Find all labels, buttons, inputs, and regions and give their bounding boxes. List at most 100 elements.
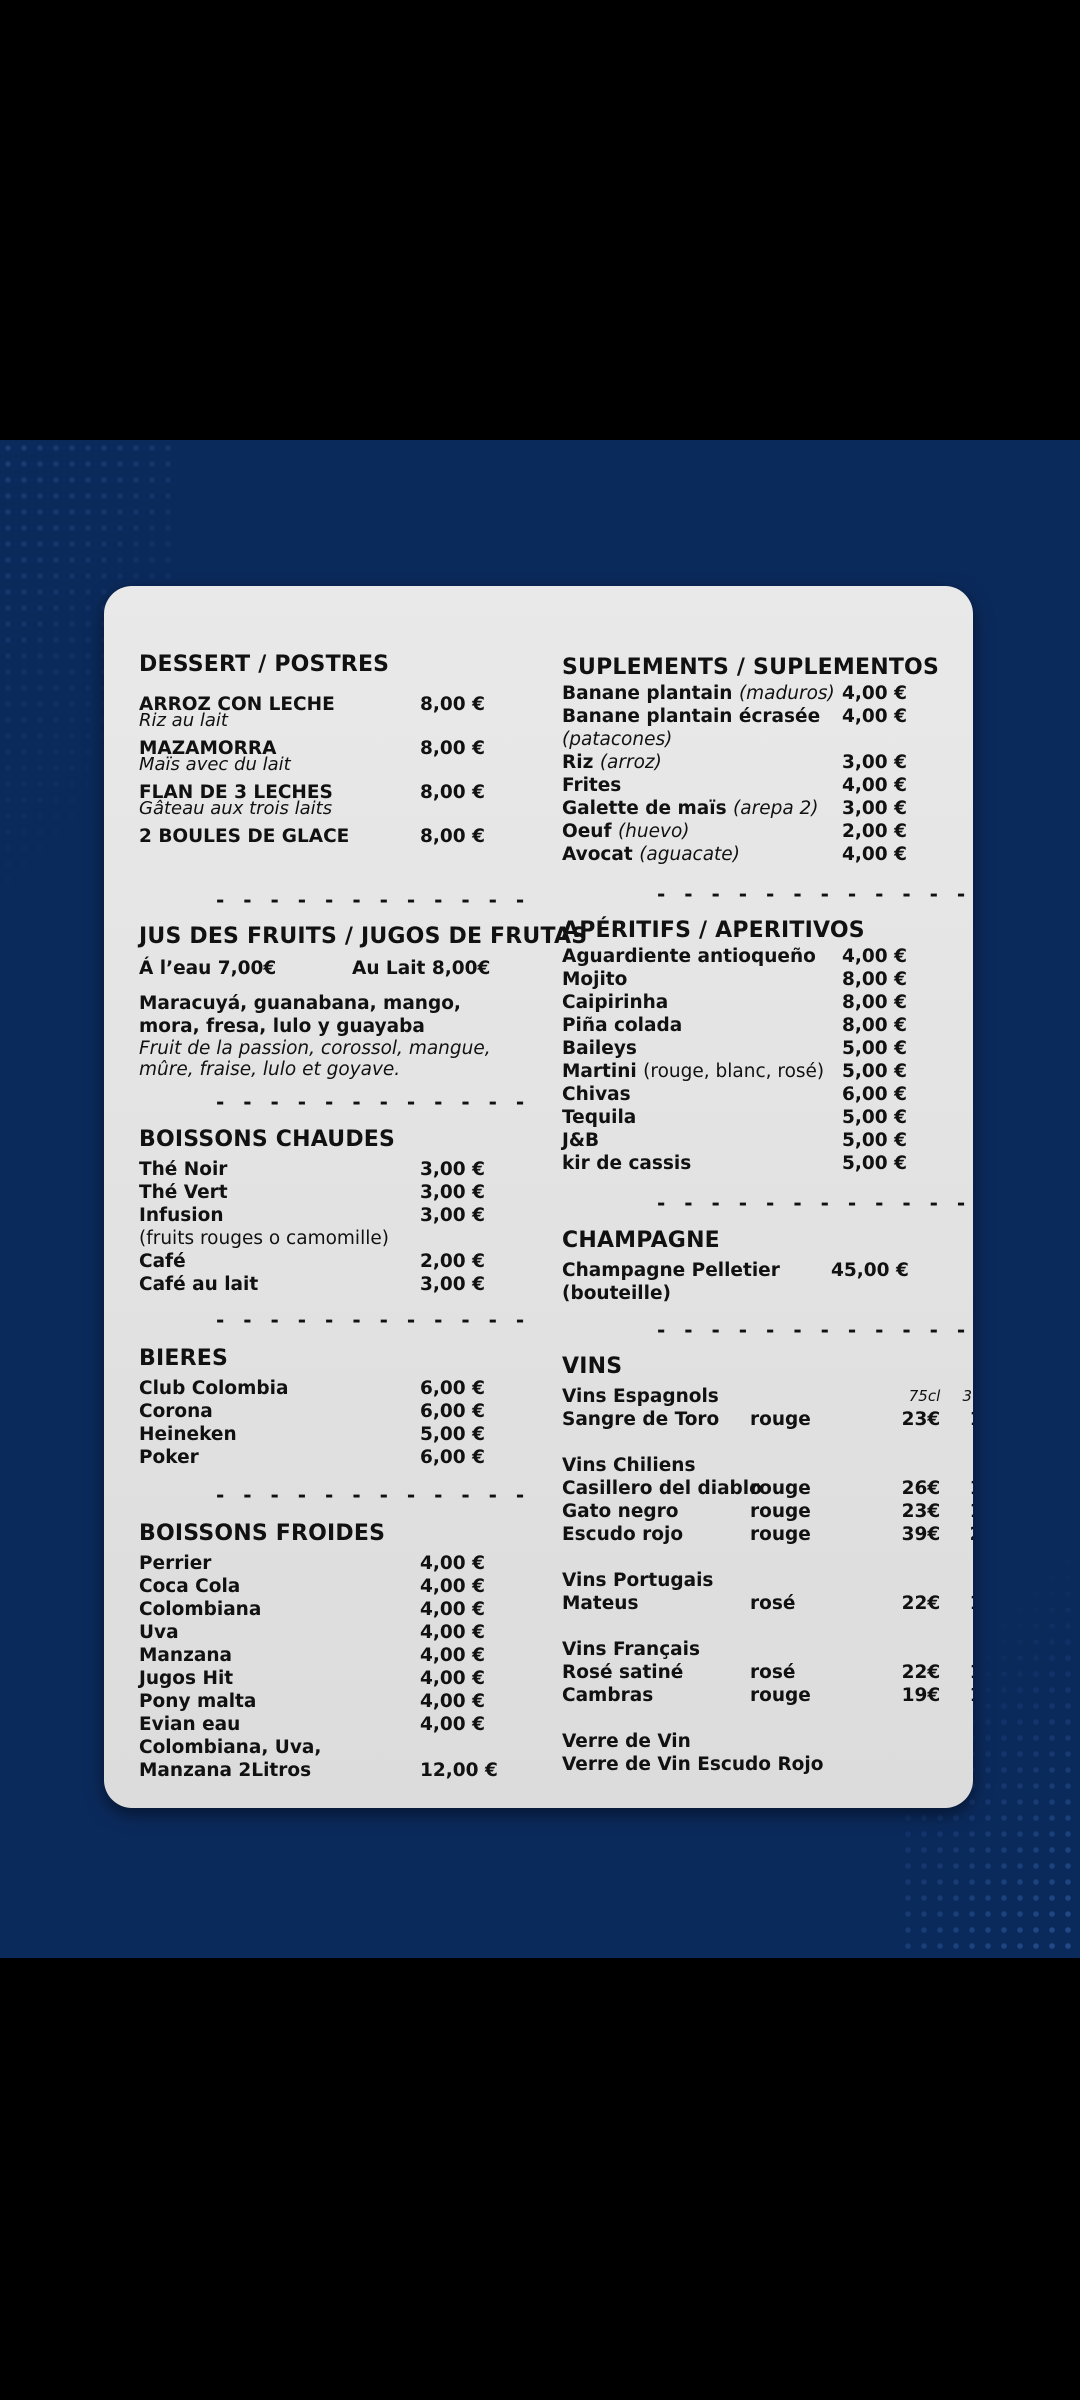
section-dessert: DESSERT / POSTRES ARROZ CON LECHE 8,00 € Ri… [139,651,485,848]
menu-item: Baileys 5,00 € [562,1037,907,1060]
menu-item: Club Colombia 6,00 € [139,1377,485,1400]
size-37cl-header: 37,5cl [962,1387,973,1405]
wine-name: Escudo rojo [562,1524,684,1545]
item-name: Manzana [139,1645,232,1666]
item-price: 8,00 € [842,1015,907,1036]
wine-name: Casillero del diablo [562,1478,762,1499]
menu-item: Thé Vert 3,00 € [139,1181,485,1204]
glass-name: Verre de Vin [562,1731,691,1752]
menu-item: Colombiana 4,00 € [139,1598,485,1621]
item-name: Chivas [562,1084,631,1105]
menu-item: Uva 4,00 € [139,1621,485,1644]
item-name: Riz [562,752,594,773]
item-price: 3,00 € [842,798,907,819]
section-title: BIERES [139,1346,228,1371]
spacer [562,1431,622,1454]
menu-item: (fruits rouges o camomille) [139,1227,395,1250]
item-name: (fruits rouges o camomille) [139,1228,389,1249]
section-vins: VINS Vins Espagnols 75cl 37,5cl Sangre de To… [562,1353,973,1776]
item-name: Evian eau [139,1714,241,1735]
item-note: (arroz) [599,752,662,773]
item-name: Baileys [562,1038,637,1059]
menu-item: Café au lait 3,00 € [139,1273,485,1296]
wine-type: rosé [750,1593,796,1614]
section-title: CHAMPAGNE [562,1228,720,1253]
item-price: 8,00 € [842,969,907,990]
item-name: 2 BOULES DE GLACE [139,826,350,847]
section-divider: - - - - - - - - - - - - [216,1483,531,1507]
item-price: 2,00 € [842,821,907,842]
item-name: Tequila [562,1107,637,1128]
menu-item: Mojito 8,00 € [562,968,907,991]
menu-item: Avocat (aguacate) 4,00 € [562,843,939,866]
menu-item: Champagne Pelletier 45,00 € [562,1259,909,1282]
item-price: 4,00 € [420,1645,485,1666]
item-translation: Riz au lait [139,710,228,731]
wine-price-37cl: 14€ [928,1500,973,1523]
menu-item: Perrier 4,00 € [139,1552,485,1575]
item-price: 8,00 € [420,738,485,759]
item-price: 4,00 € [420,1553,485,1574]
wine-row: Rosé satiné rosé 22€13€ [562,1661,973,1684]
item-price: 8,00 € [842,992,907,1013]
item-price: 5,00 € [842,1038,907,1059]
wine-name: Cambras [562,1685,654,1706]
wine-name: Mateus [562,1593,639,1614]
menu-item: kir de cassis 5,00 € [562,1152,907,1175]
menu-item: Riz (arroz) 3,00 € [562,751,939,774]
item-name: Oeuf [562,821,612,842]
item-name: Thé Noir [139,1159,228,1180]
item-price: 5,00 € [842,1153,907,1174]
item-note: (patacones) [562,729,673,750]
wine-group-header: Vins Portugais [562,1569,713,1592]
spacer [562,1707,622,1730]
item-name: Corona [139,1401,213,1422]
item-note: (rouge, blanc, rosé) [643,1061,825,1082]
menu-item: Poker 6,00 € [139,1446,485,1469]
item-price: 5,00 € [842,1130,907,1151]
menu-item: Aguardiente antioqueño 4,00 € [562,945,907,968]
menu-item: Chivas 6,00 € [562,1083,907,1106]
item-name: Perrier [139,1553,212,1574]
section-divider: - - - - - - - - - - - - [657,1191,972,1215]
item-price: 5,00 € [842,1061,907,1082]
drinks-menu-card: DESSERT / POSTRES ARROZ CON LECHE 8,00 € Ri… [104,586,973,1808]
item-price: 8,00 € [420,782,485,803]
milk-price: Au Lait 8,00€ [352,958,491,979]
section-suplements: SUPLEMENTS / SUPLEMENTOS Banane plantain … [562,654,939,866]
wine-group-label: Vins Français [562,1639,700,1660]
item-price: 8,00 € [420,826,485,847]
menu-item: Caipirinha 8,00 € [562,991,907,1014]
wine-type: rouge [750,1685,811,1706]
item-translation: Gâteau aux trois laits [139,798,333,819]
item-name: Heineken [139,1424,237,1445]
item-note: (huevo) [617,821,690,842]
item-name: Mojito [562,969,628,990]
item-price: 5,00 € [842,1107,907,1128]
wine-group-header: Vins Français [562,1638,700,1661]
item-name: Coca Cola [139,1576,241,1597]
section-boissons-froides: BOISSONS FROIDES Perrier 4,00 € Coca Cola 4,… [139,1520,498,1782]
item-price: 4,00 € [420,1576,485,1597]
wine-price-37cl: 12€ [928,1684,973,1707]
item-price: 6,00 € [420,1447,485,1468]
wine-price-37cl: 15€ [928,1477,973,1500]
item-name: Colombiana [139,1599,262,1620]
menu-item: (patacones) [562,728,939,751]
wine-row: Cambras rouge 19€12€ [562,1684,973,1707]
menu-item: Evian eau 4,00 € [139,1713,485,1736]
item-name: Uva [139,1622,179,1643]
item-name: kir de cassis [562,1153,692,1174]
wine-type: rouge [750,1478,811,1499]
menu-item: Piña colada 8,00 € [562,1014,907,1037]
item-price: 4,00 € [842,844,907,865]
wine-glass-row: Verre de Vin5€ [562,1730,691,1753]
item-price: 5,00 € [420,1424,485,1445]
item-price: 4,00 € [842,946,907,967]
item-price: 6,00 € [842,1084,907,1105]
item-note: (aguacate) [639,844,740,865]
menu-item: Manzana 4,00 € [139,1644,485,1667]
wine-group-header: Vins Espagnols 75cl 37,5cl [562,1385,973,1408]
item-name: Infusion [139,1205,224,1226]
